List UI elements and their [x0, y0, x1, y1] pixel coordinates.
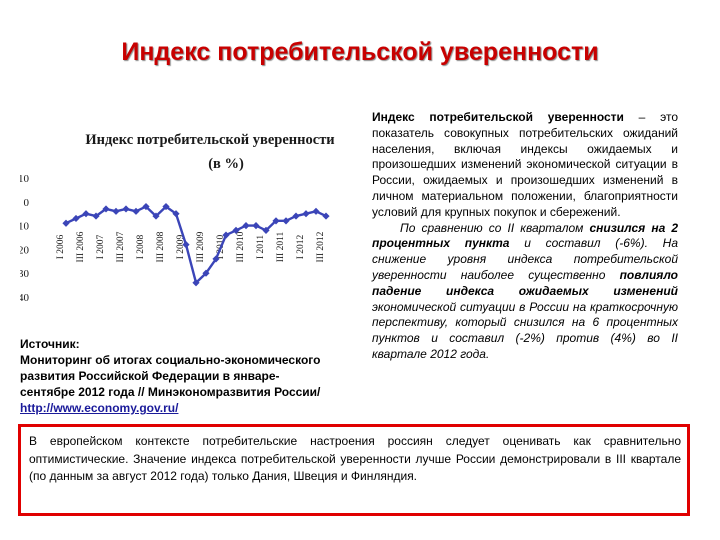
y-axis: 10 0 -10 -20 -30 -40: [20, 173, 30, 304]
y-tick-label: 0: [24, 197, 30, 209]
note-text: В европейском контексте потребительские …: [29, 434, 681, 483]
x-tick-label: III 2006: [76, 231, 86, 262]
data-point: [172, 210, 180, 218]
y-tick-label: -30: [20, 268, 29, 280]
chart-title: Индекс потребительской уверенности: [85, 132, 334, 148]
change-text-d: повлияло падение индекса ожидаемых измен…: [372, 267, 678, 298]
data-point: [162, 202, 170, 211]
data-point: [122, 205, 130, 213]
data-point: [292, 212, 300, 220]
data-point: [62, 219, 70, 227]
source-label: Источник:: [20, 337, 80, 351]
x-tick-label: I 2007: [96, 234, 106, 259]
data-point: [262, 226, 270, 234]
change-paragraph: По сравнению со II кварталом снизился на…: [372, 221, 678, 363]
slide-title: Индекс потребительской уверенности: [121, 38, 599, 66]
consumer-confidence-chart: Индекс потребительской уверенности (в %)…: [20, 110, 336, 315]
definition-text: – это показатель совокупных потребительс…: [372, 110, 678, 219]
y-tick-label: -40: [20, 292, 29, 304]
x-axis-labels: I 2006 III 2006 I 2007 III 2007 I 2008 III 20…: [56, 231, 326, 262]
data-point: [252, 222, 260, 230]
data-point: [322, 212, 330, 220]
definition-term: Индекс потребительской уверенности: [372, 110, 624, 124]
x-tick-label: I 2009: [176, 234, 186, 259]
x-tick-label: III 2008: [156, 231, 166, 262]
x-tick-label: I 2006: [56, 234, 66, 259]
data-point: [242, 222, 250, 230]
change-text-b: снизился на 2 процентных пункта: [372, 220, 679, 251]
y-tick-label: -20: [20, 244, 29, 256]
chart-subtitle: (в %): [208, 156, 244, 172]
data-point: [272, 217, 280, 225]
y-tick-label: 10: [20, 173, 30, 185]
source-link[interactable]: http://www.economy.gov.ru/: [20, 401, 179, 415]
change-text-e: экономической ситуации в России на кратк…: [372, 299, 678, 361]
data-point: [112, 207, 120, 215]
x-tick-label: III 2012: [316, 231, 326, 262]
data-point: [282, 217, 290, 225]
data-point: [132, 207, 140, 215]
data-point: [142, 202, 150, 211]
change-text-a: По сравнению со II кварталом: [400, 220, 590, 235]
x-tick-label: III 2011: [276, 231, 286, 262]
x-tick-label: I 2011: [256, 235, 266, 259]
data-point: [302, 210, 310, 218]
chart-svg: Индекс потребительской уверенности (в %)…: [20, 132, 335, 304]
data-point: [82, 210, 90, 218]
description-block: Индекс потребительской уверенности – это…: [372, 110, 678, 363]
change-text-c: и составил (-6%). На снижение уровня инд…: [372, 236, 678, 282]
data-point: [182, 241, 190, 249]
data-point: [202, 269, 210, 277]
x-tick-label: III 2009: [196, 231, 206, 262]
x-tick-label: III 2010: [236, 231, 246, 262]
data-point: [72, 214, 80, 223]
source-block: Источник: Мониторинг об итогах социально…: [20, 336, 330, 416]
highlight-note: В европейском контексте потребительские …: [18, 424, 690, 516]
data-point: [102, 205, 110, 213]
definition-paragraph: Индекс потребительской уверенности – это…: [372, 110, 678, 221]
data-point: [222, 231, 230, 239]
x-tick-label: I 2012: [296, 234, 306, 259]
y-tick-label: -10: [20, 221, 29, 233]
source-text: Мониторинг об итогах социально-экономиче…: [20, 353, 321, 399]
x-tick-label: III 2007: [116, 231, 126, 262]
x-tick-label: I 2008: [136, 234, 146, 259]
data-point: [312, 207, 320, 215]
